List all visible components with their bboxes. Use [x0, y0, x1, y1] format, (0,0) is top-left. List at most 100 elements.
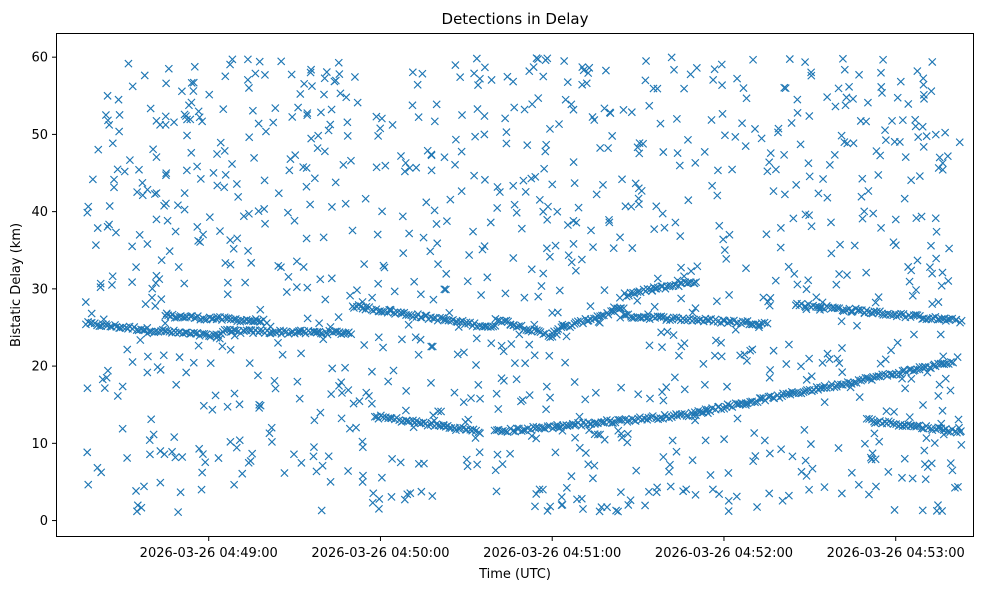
data-point [255, 403, 264, 412]
data-point [103, 116, 112, 125]
data-point [928, 269, 937, 278]
data-point [509, 181, 518, 190]
data-point [303, 111, 312, 120]
data-point [519, 426, 528, 435]
data-point [475, 448, 484, 457]
data-point [796, 140, 805, 149]
data-point [917, 212, 926, 221]
data-point [889, 370, 898, 379]
data-point [690, 279, 699, 288]
data-point [346, 291, 355, 300]
data-point [585, 426, 594, 435]
data-point [303, 314, 312, 323]
data-point [178, 453, 187, 462]
data-point [709, 75, 718, 84]
data-point [246, 457, 255, 466]
data-point [128, 82, 137, 91]
data-point [306, 68, 315, 77]
data-point [837, 317, 846, 326]
data-point [103, 366, 112, 375]
data-point [215, 227, 224, 236]
data-point [530, 351, 539, 360]
data-point [745, 320, 754, 329]
data-point [840, 65, 849, 74]
data-point [561, 95, 570, 104]
data-point [413, 80, 422, 89]
data-point [400, 167, 409, 176]
data-point [360, 341, 369, 350]
data-point [457, 187, 466, 196]
data-point [456, 73, 465, 82]
data-point [472, 54, 481, 63]
data-point [939, 430, 948, 439]
data-point [643, 284, 652, 293]
data-point [585, 63, 594, 72]
data-point [285, 166, 294, 175]
data-point [551, 241, 560, 250]
data-point [405, 163, 414, 172]
data-point [659, 396, 668, 405]
data-point [349, 399, 358, 408]
data-point [226, 437, 235, 446]
data-point [842, 271, 851, 280]
data-point [260, 70, 269, 79]
data-point [267, 423, 276, 432]
data-point [619, 304, 628, 313]
data-point [512, 208, 521, 217]
data-point [499, 376, 508, 385]
data-point [538, 485, 547, 494]
data-point [170, 433, 179, 442]
data-point [183, 115, 192, 124]
data-point [915, 172, 924, 181]
data-point [581, 395, 590, 404]
data-point [911, 115, 920, 124]
data-point [807, 372, 816, 381]
data-point [419, 233, 428, 242]
data-point [675, 161, 684, 170]
data-point [290, 216, 299, 225]
data-point [346, 156, 355, 165]
data-point [575, 443, 584, 452]
plot-frame [56, 33, 974, 537]
data-point [874, 372, 883, 381]
data-point [937, 281, 946, 290]
data-point [250, 317, 259, 326]
data-point [116, 323, 125, 332]
data-point [586, 302, 595, 311]
data-point [898, 374, 907, 383]
data-point [186, 115, 195, 124]
data-point [832, 280, 841, 289]
data-point [889, 238, 898, 247]
data-point [180, 189, 189, 198]
data-point [736, 351, 745, 360]
data-point [294, 103, 303, 112]
data-point [174, 262, 183, 272]
data-point [226, 236, 235, 245]
data-point [644, 413, 653, 422]
data-point [470, 319, 479, 328]
data-point [600, 286, 609, 295]
data-point [917, 424, 926, 433]
data-point [161, 112, 170, 121]
data-point [319, 335, 328, 344]
data-point [918, 122, 927, 131]
data-point [193, 312, 202, 321]
data-point [437, 407, 446, 416]
data-point [469, 227, 478, 236]
data-point [180, 205, 189, 214]
data-point [297, 349, 306, 358]
data-point [451, 135, 460, 144]
data-point [173, 201, 182, 210]
data-point [627, 108, 636, 117]
data-point [771, 276, 780, 285]
data-point [634, 390, 643, 399]
data-point [393, 308, 402, 317]
data-point [358, 471, 367, 480]
data-point [465, 251, 474, 260]
data-point [543, 422, 552, 431]
data-point [367, 399, 376, 408]
data-point [653, 84, 662, 93]
data-point [352, 423, 361, 432]
data-point [260, 176, 269, 185]
data-point [232, 179, 241, 188]
